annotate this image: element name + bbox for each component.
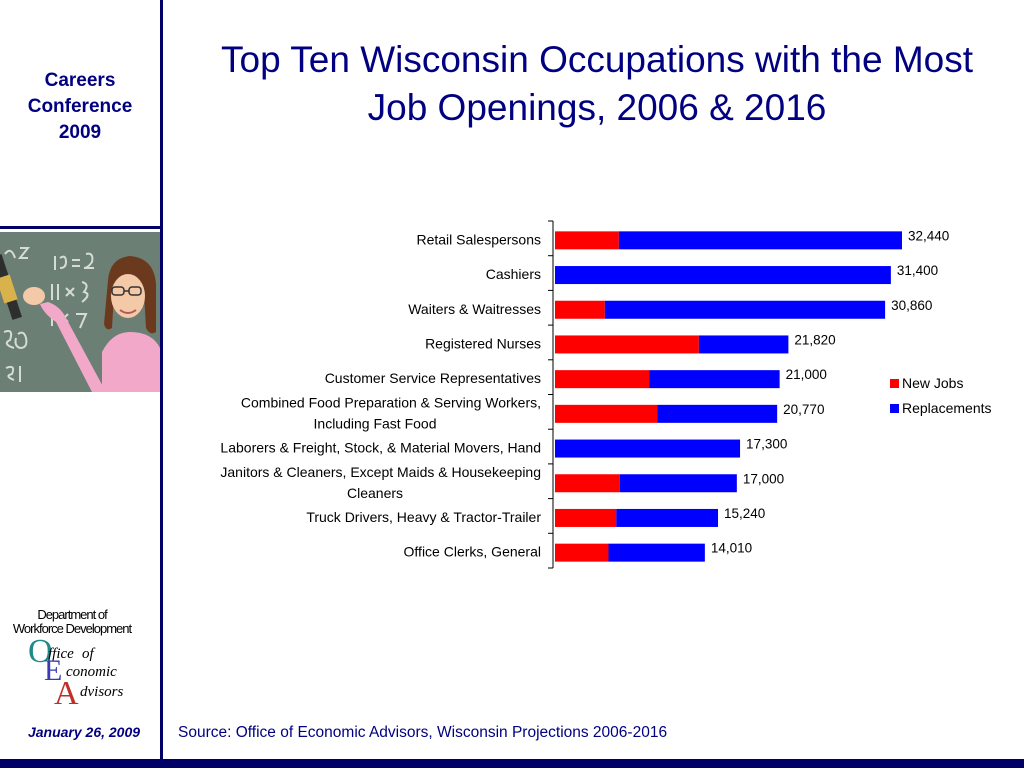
logo-letter-e: E bbox=[44, 654, 62, 687]
teacher-photo bbox=[0, 232, 160, 392]
conference-title-line: 2009 bbox=[58, 122, 102, 143]
logo-office-text: ffice bbox=[48, 646, 74, 662]
slide-title: Top Ten Wisconsin Occupations with the M… bbox=[170, 36, 1024, 132]
category-label: Including Fast Food bbox=[314, 415, 437, 431]
total-value-label: 20,770 bbox=[783, 402, 824, 417]
sidebar-divider-horizontal bbox=[0, 226, 162, 229]
logo-of-text: of bbox=[82, 646, 96, 662]
replacements-bar bbox=[649, 370, 780, 389]
logo-department-text: Department of bbox=[37, 607, 108, 622]
replacements-bar bbox=[555, 439, 741, 458]
total-value-label: 32,440 bbox=[908, 228, 949, 243]
legend-label: New Jobs bbox=[902, 375, 963, 391]
slide-title-line: Top Ten Wisconsin Occupations with the M… bbox=[221, 39, 973, 80]
legend-label: Replacements bbox=[902, 400, 992, 416]
sidebar-divider-vertical bbox=[160, 0, 163, 768]
new-jobs-bar bbox=[555, 404, 658, 423]
logo-workforce-text: Workforce Development bbox=[13, 621, 133, 636]
total-value-label: 17,000 bbox=[743, 471, 784, 486]
conference-title-line: Careers bbox=[44, 70, 116, 91]
new-jobs-bar bbox=[555, 335, 699, 354]
legend-swatch bbox=[890, 379, 899, 388]
total-value-label: 14,010 bbox=[711, 541, 752, 556]
new-jobs-bar bbox=[555, 370, 650, 389]
replacements-bar bbox=[618, 231, 902, 250]
total-value-label: 17,300 bbox=[746, 437, 787, 452]
category-label: Registered Nurses bbox=[425, 335, 541, 351]
replacements-bar bbox=[608, 543, 705, 562]
total-value-label: 30,860 bbox=[891, 298, 932, 313]
category-label: Janitors & Cleaners, Except Maids & Hous… bbox=[220, 464, 541, 480]
slide-date: January 26, 2009 bbox=[27, 724, 141, 740]
logo-economic-text: conomic bbox=[66, 664, 117, 680]
logo-advisors-text: dvisors bbox=[80, 684, 124, 700]
logo-letter-o: O bbox=[28, 633, 53, 670]
legend-swatch bbox=[890, 404, 899, 413]
logo-letter-a: A bbox=[54, 675, 79, 710]
category-label: Combined Food Preparation & Serving Work… bbox=[241, 394, 541, 410]
category-label: Waiters & Waitresses bbox=[408, 301, 541, 317]
slide-title-line: Job Openings, 2006 & 2016 bbox=[367, 87, 827, 128]
category-label: Cleaners bbox=[347, 485, 403, 501]
new-jobs-bar bbox=[555, 231, 619, 250]
new-jobs-bar bbox=[555, 543, 609, 562]
category-label: Truck Drivers, Heavy & Tractor-Trailer bbox=[306, 509, 541, 525]
replacements-bar bbox=[698, 335, 789, 354]
category-label: Customer Service Representatives bbox=[325, 370, 541, 386]
total-value-label: 15,240 bbox=[724, 506, 765, 521]
new-jobs-bar bbox=[555, 300, 605, 319]
category-label: Retail Salespersons bbox=[416, 231, 541, 247]
replacements-bar bbox=[657, 404, 778, 423]
new-jobs-bar bbox=[555, 474, 620, 493]
replacements-bar bbox=[616, 508, 719, 527]
total-value-label: 21,820 bbox=[794, 332, 835, 347]
replacements-bar bbox=[619, 474, 737, 493]
total-value-label: 21,000 bbox=[786, 367, 827, 382]
oea-logo: Department of Workforce Development O ff… bbox=[13, 607, 134, 710]
replacements-bar bbox=[555, 266, 891, 285]
conference-title: Careers Conference 2009 bbox=[0, 68, 160, 146]
category-label: Laborers & Freight, Stock, & Material Mo… bbox=[220, 440, 541, 456]
new-jobs-bar bbox=[555, 508, 617, 527]
category-label: Cashiers bbox=[486, 266, 541, 282]
conference-title-line: Conference bbox=[27, 96, 133, 117]
category-label: Office Clerks, General bbox=[404, 544, 541, 560]
replacements-bar bbox=[604, 300, 886, 319]
footer-bar bbox=[0, 759, 1024, 768]
source-note: Source: Office of Economic Advisors, Wis… bbox=[178, 724, 668, 741]
total-value-label: 31,400 bbox=[897, 263, 938, 278]
